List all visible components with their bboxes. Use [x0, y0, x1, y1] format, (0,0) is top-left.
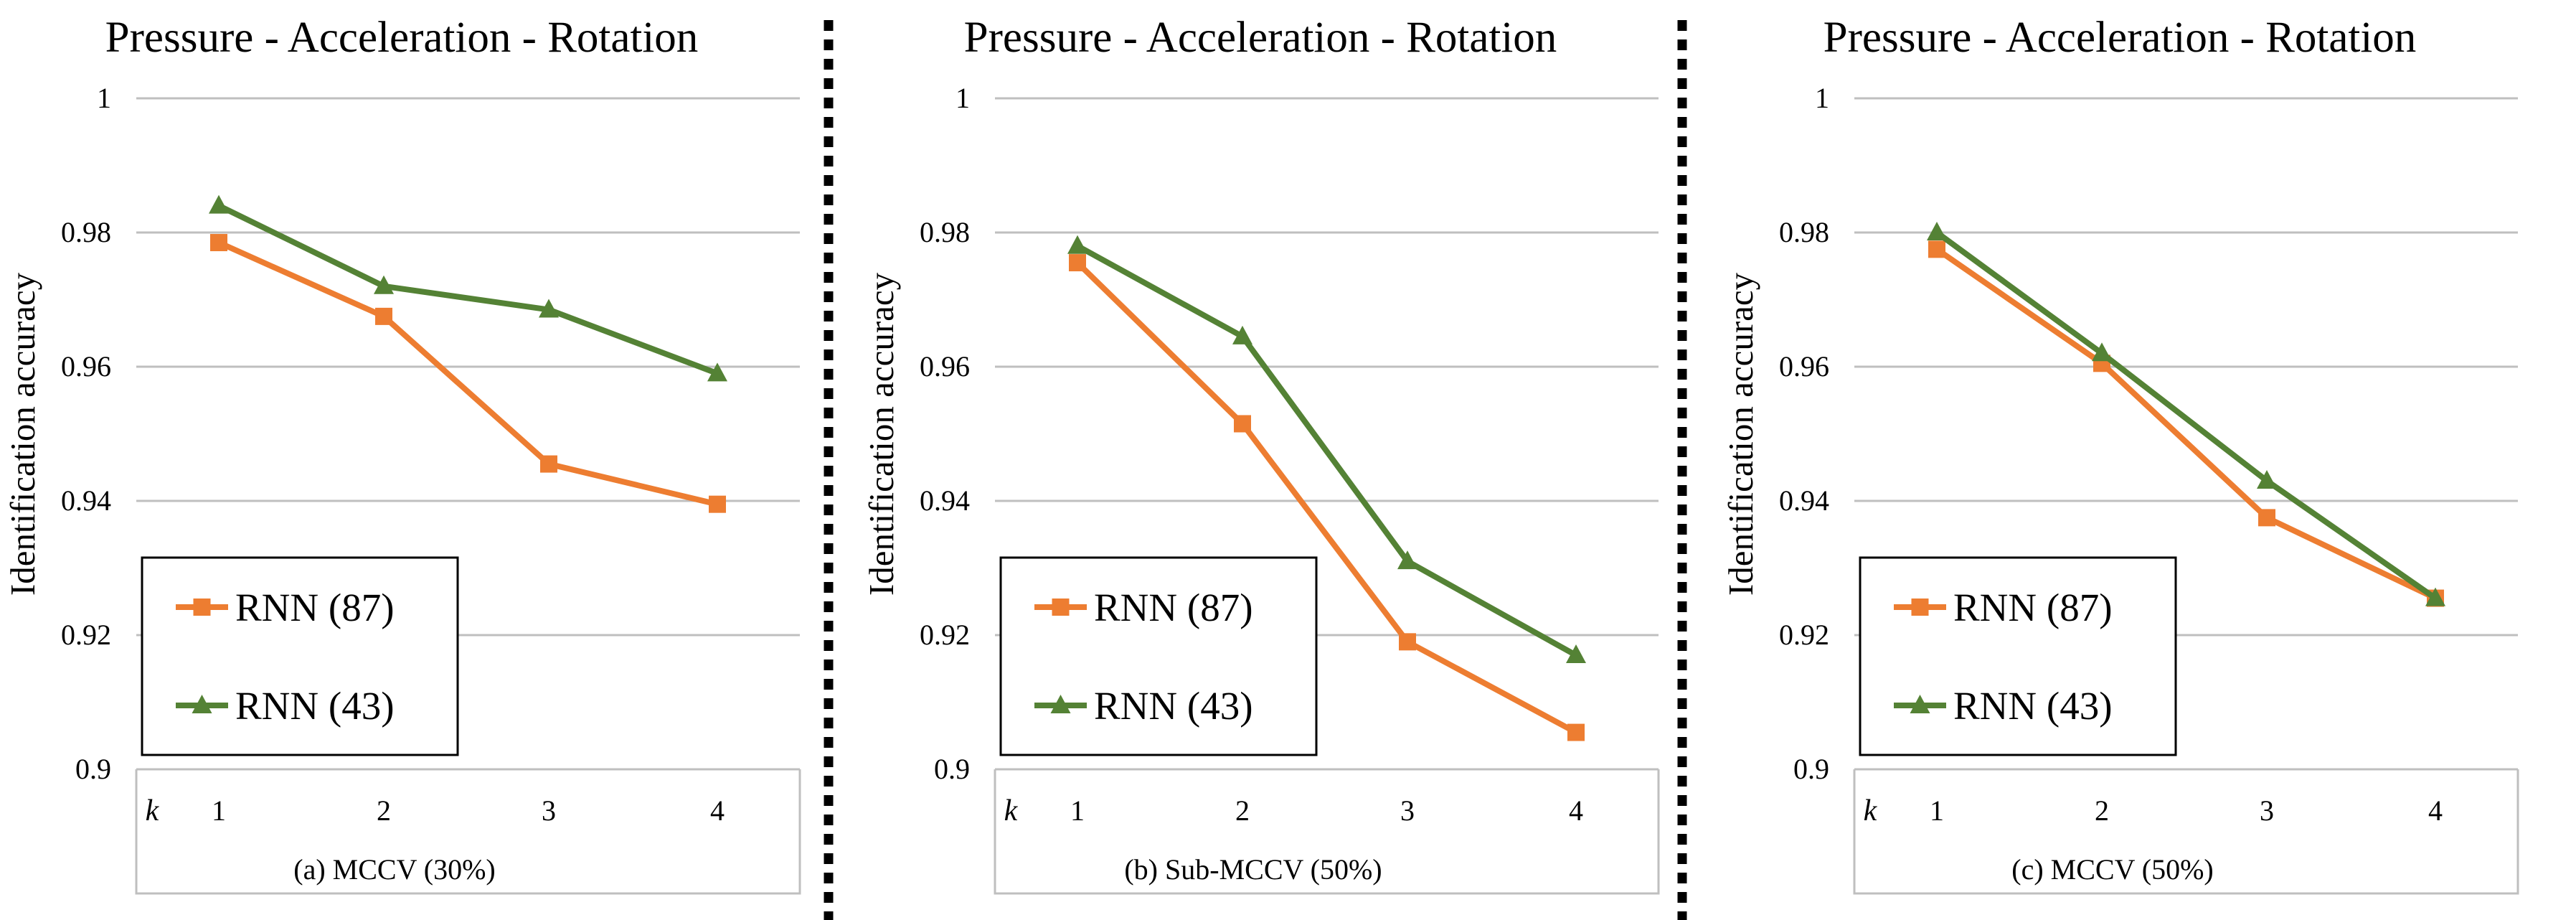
- legend-box: [1859, 556, 2177, 756]
- y-tick-label: 0.96: [1779, 350, 1829, 382]
- legend-label-1: RNN (87): [1953, 586, 2113, 629]
- chart-title: Pressure - Acceleration - Rotation: [964, 14, 1557, 62]
- legend-marker-triangle: [1050, 695, 1071, 713]
- x-tick-label: 3: [542, 794, 556, 827]
- data-point-triangle: [1067, 235, 1088, 254]
- x-tick-label: 2: [1235, 794, 1250, 827]
- category-table-border: [994, 769, 1660, 895]
- legend-label-1: RNN (87): [1094, 586, 1253, 629]
- y-tick-label: 0.92: [1779, 619, 1829, 651]
- y-tick-label: 0.92: [920, 619, 970, 651]
- data-point-square: [1567, 723, 1585, 741]
- data-point-triangle: [707, 362, 727, 382]
- chart-caption: (a) MCCV (30%): [293, 853, 495, 886]
- chart-panel-2: Pressure - Acceleration - Rotation 0.9 0.9…: [862, 14, 1660, 895]
- y-tick-label: 0.96: [61, 350, 111, 382]
- category-table-border: [1853, 769, 2519, 895]
- legend-marker-triangle: [1910, 695, 1930, 713]
- data-point-square: [1928, 240, 1945, 258]
- y-tick-label: 1: [1815, 82, 1829, 114]
- series-line-1: [217, 240, 718, 507]
- chart-title: Pressure - Acceleration - Rotation: [1824, 14, 2417, 62]
- chart-panel-1: Pressure - Acceleration - Rotation 0.9 0.9…: [3, 14, 801, 895]
- series-line-1: [1935, 247, 2437, 601]
- legend-label-1: RNN (87): [235, 586, 395, 629]
- legend-marker-square: [1052, 599, 1070, 616]
- y-tick-label: 0.96: [920, 350, 970, 382]
- x-tick-label: 3: [2260, 794, 2274, 827]
- x-axis-symbol: k: [146, 794, 160, 827]
- y-tick-label: 0.92: [61, 619, 111, 651]
- data-point-square: [2258, 509, 2275, 527]
- y-axis-label: Identification accuracy: [1721, 272, 1760, 596]
- y-tick-label: 0.98: [1779, 216, 1829, 248]
- legend-box: [141, 556, 459, 756]
- legend-marker-square: [193, 599, 211, 616]
- x-tick-label: 3: [1400, 794, 1415, 827]
- data-point-square: [1234, 415, 1251, 433]
- data-point-triangle: [1927, 222, 1947, 240]
- legend: RNN (87) RNN (43): [141, 556, 459, 756]
- y-axis-label: Identification accuracy: [862, 272, 901, 596]
- data-point-square: [709, 495, 726, 513]
- y-tick-label: 0.98: [61, 216, 111, 248]
- data-point-triangle: [539, 299, 559, 318]
- series-line-2: [217, 203, 719, 377]
- chart-panel-3: Pressure - Acceleration - Rotation 0.9 0.9…: [1721, 14, 2519, 895]
- data-point-square: [375, 307, 392, 325]
- y-tick-label: 0.98: [920, 216, 970, 248]
- series-line-1: [1075, 260, 1577, 736]
- x-tick-label: 4: [710, 794, 725, 827]
- chart-caption: (c) MCCV (50%): [2011, 853, 2213, 886]
- y-tick-label: 0.94: [920, 484, 970, 517]
- chart-title: Pressure - Acceleration - Rotation: [105, 14, 699, 62]
- legend-marker-square: [1911, 599, 1929, 616]
- series-line-2: [1076, 243, 1577, 658]
- x-tick-label: 1: [212, 794, 226, 827]
- legend-box: [999, 556, 1318, 756]
- data-point-triangle: [1566, 644, 1586, 664]
- y-tick-label: 0.9: [75, 753, 111, 785]
- data-point-square: [1069, 254, 1086, 272]
- legend-label-2: RNN (43): [1094, 684, 1253, 728]
- x-tick-label: 4: [1569, 794, 1583, 827]
- y-tick-label: 0.94: [61, 484, 111, 517]
- data-point-triangle: [374, 275, 394, 294]
- data-point-triangle: [2425, 587, 2445, 606]
- legend: RNN (87) RNN (43): [1859, 556, 2177, 756]
- x-tick-label: 2: [377, 794, 391, 827]
- y-tick-label: 0.9: [934, 753, 970, 785]
- data-point-square: [540, 455, 557, 473]
- y-tick-label: 0.94: [1779, 484, 1829, 517]
- category-table-border: [135, 769, 801, 895]
- y-tick-label: 0.9: [1793, 753, 1829, 785]
- legend-label-2: RNN (43): [235, 684, 395, 728]
- data-point-triangle: [1232, 325, 1252, 344]
- y-axis-label: Identification accuracy: [3, 272, 42, 596]
- data-point-triangle: [1397, 550, 1417, 570]
- legend-label-2: RNN (43): [1953, 684, 2113, 728]
- x-tick-label: 2: [2095, 794, 2109, 827]
- legend-marker-triangle: [192, 695, 212, 713]
- chart-caption: (b) Sub-MCCV (50%): [1124, 853, 1382, 886]
- data-point-square: [1399, 633, 1416, 651]
- data-point-square: [210, 234, 227, 252]
- data-point-triangle: [209, 194, 229, 214]
- y-tick-label: 1: [956, 82, 970, 114]
- data-point-triangle: [2092, 342, 2112, 362]
- x-tick-label: 4: [2428, 794, 2443, 827]
- series-line-2: [1935, 230, 2438, 601]
- data-point-triangle: [2257, 469, 2277, 489]
- x-tick-label: 1: [1930, 794, 1944, 827]
- x-tick-label: 1: [1070, 794, 1085, 827]
- x-axis-symbol: k: [1864, 794, 1878, 827]
- y-tick-label: 1: [97, 82, 111, 114]
- x-axis-symbol: k: [1004, 794, 1019, 827]
- legend: RNN (87) RNN (43): [999, 556, 1318, 756]
